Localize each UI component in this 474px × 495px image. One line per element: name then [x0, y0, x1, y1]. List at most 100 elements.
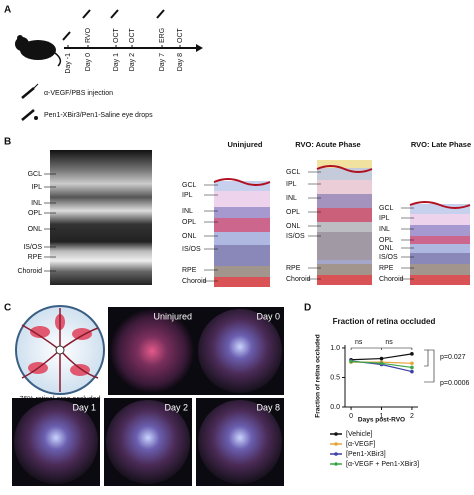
layer-band — [214, 266, 270, 277]
mouse-icon — [15, 35, 62, 67]
layer-band — [214, 245, 270, 266]
layer-label: INL — [379, 226, 390, 233]
event-label: OCT — [129, 28, 136, 44]
legend-text: α-VEGF/PBS injection — [44, 90, 113, 97]
layer-band — [317, 208, 372, 222]
image-label: Day 8 — [256, 402, 280, 412]
y-tick-label: 0.5 — [330, 374, 340, 381]
data-point — [349, 359, 353, 364]
annotation: p=0.027 — [440, 354, 466, 361]
layer-band — [410, 244, 470, 253]
layer-band — [317, 232, 372, 264]
x-tick-label: 1 — [380, 413, 384, 420]
layer-band — [410, 225, 470, 236]
legend-label: [α-VEGF + Pen1-XBir3] — [346, 461, 419, 468]
x-axis-title: Days post-RVO — [358, 417, 405, 424]
y-tick-label: 0.0 — [330, 404, 340, 411]
legend-marker — [334, 462, 338, 466]
fundus-images: Uninjured Day 0 Day 1 Day 2 Day 8 — [12, 307, 284, 486]
bracket — [350, 347, 413, 350]
chart-title: Fraction of retina occluded — [333, 317, 436, 326]
data-point — [410, 369, 414, 374]
layer-label: RPE — [28, 254, 43, 261]
day-label: Day 7 — [159, 53, 166, 71]
fundus-image — [14, 400, 98, 484]
layer-label: ONL — [286, 223, 301, 230]
injection-icon — [21, 83, 39, 99]
layer-band — [317, 275, 372, 285]
layer-label: IS/OS — [23, 244, 42, 251]
layer-label: GCL — [286, 169, 301, 176]
layer-label: IPL — [379, 215, 390, 222]
layer-band — [410, 253, 470, 264]
layer-label: Choroid — [182, 278, 207, 285]
annotation: ns — [355, 339, 363, 346]
drop-icon — [21, 109, 38, 121]
legend-label: [Vehicle] — [346, 431, 373, 438]
layer-label: IPL — [182, 192, 193, 199]
occlusion-schematic — [15, 305, 105, 395]
layer-label: OPL — [286, 209, 300, 216]
legend-label: [α-VEGF] — [346, 441, 375, 448]
layer-label: IS/OS — [379, 254, 398, 261]
day-label: Day 2 — [129, 53, 136, 71]
layer-label: RPE — [286, 265, 301, 272]
layer-label: Choroid — [379, 276, 404, 283]
image-label: Day 2 — [164, 402, 188, 412]
diagram-title: RVO: Acute Phase — [295, 140, 360, 149]
layer-band — [214, 191, 270, 207]
layer-band — [410, 214, 470, 225]
bracket — [424, 349, 435, 383]
fundus-image — [198, 400, 282, 484]
x-tick-label: 0 — [349, 413, 353, 420]
annotation: p=0.0006 — [440, 380, 469, 387]
layer-band — [214, 181, 270, 191]
panel-label: A — [4, 5, 11, 16]
vessel — [213, 178, 271, 186]
fundus-image — [110, 309, 194, 393]
layer-label: OPL — [28, 210, 42, 217]
layer-band — [317, 180, 372, 194]
x-tick-label: 2 — [410, 413, 414, 420]
data-point — [379, 356, 384, 361]
layer-label: IS/OS — [182, 246, 201, 253]
layer-band — [214, 277, 270, 287]
legend-label: [Pen1-XBir3] — [346, 451, 386, 458]
layer-label: RPE — [182, 267, 197, 274]
layer-band — [410, 264, 470, 275]
vessel — [316, 165, 373, 173]
layer-label: INL — [286, 195, 297, 202]
layer-band — [214, 207, 270, 218]
panel-label: D — [304, 303, 311, 314]
image-label: Uninjured — [153, 311, 192, 321]
layer-label: GCL — [182, 182, 197, 189]
timeline-arrow — [196, 44, 203, 52]
oct-image — [50, 150, 152, 285]
layer-label: OPL — [379, 237, 393, 244]
diagram-title: RVO: Late Phase — [411, 140, 471, 149]
layer-label: IPL — [286, 181, 297, 188]
fundus-image — [106, 400, 190, 484]
layer-label: ONL — [379, 245, 394, 252]
layer-band — [317, 222, 372, 232]
layer-label: GCL — [379, 205, 394, 212]
layer-label: OPL — [182, 219, 196, 226]
event-label: OCT — [113, 28, 120, 44]
diagram-title: Uninjured — [228, 140, 263, 149]
y-axis-title: Fraction of retina occluded — [315, 334, 322, 417]
day-label: Day 1 — [113, 53, 120, 71]
icon — [110, 9, 119, 19]
data-point — [410, 365, 414, 370]
legend-marker — [334, 432, 338, 436]
panel-label: C — [4, 303, 11, 314]
event-label: RVO — [85, 27, 92, 43]
layer-band — [214, 232, 270, 245]
event-label: ERG — [159, 28, 166, 43]
chart: Fraction of retina occluded Fraction of r… — [315, 317, 470, 468]
layer-label: ONL — [182, 233, 197, 240]
icon — [156, 9, 165, 19]
layer-band — [317, 264, 372, 275]
layer-band — [410, 236, 470, 244]
image-label: Day 0 — [256, 311, 280, 321]
